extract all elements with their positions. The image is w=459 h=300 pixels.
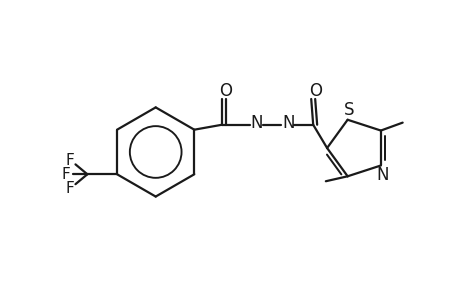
- Text: N: N: [281, 114, 294, 132]
- Text: N: N: [376, 167, 388, 184]
- Text: S: S: [344, 101, 354, 119]
- Text: O: O: [308, 82, 321, 100]
- Text: N: N: [250, 114, 263, 132]
- Text: O: O: [219, 82, 232, 100]
- Text: F: F: [61, 167, 70, 182]
- Text: F: F: [65, 181, 74, 196]
- Text: F: F: [65, 153, 74, 168]
